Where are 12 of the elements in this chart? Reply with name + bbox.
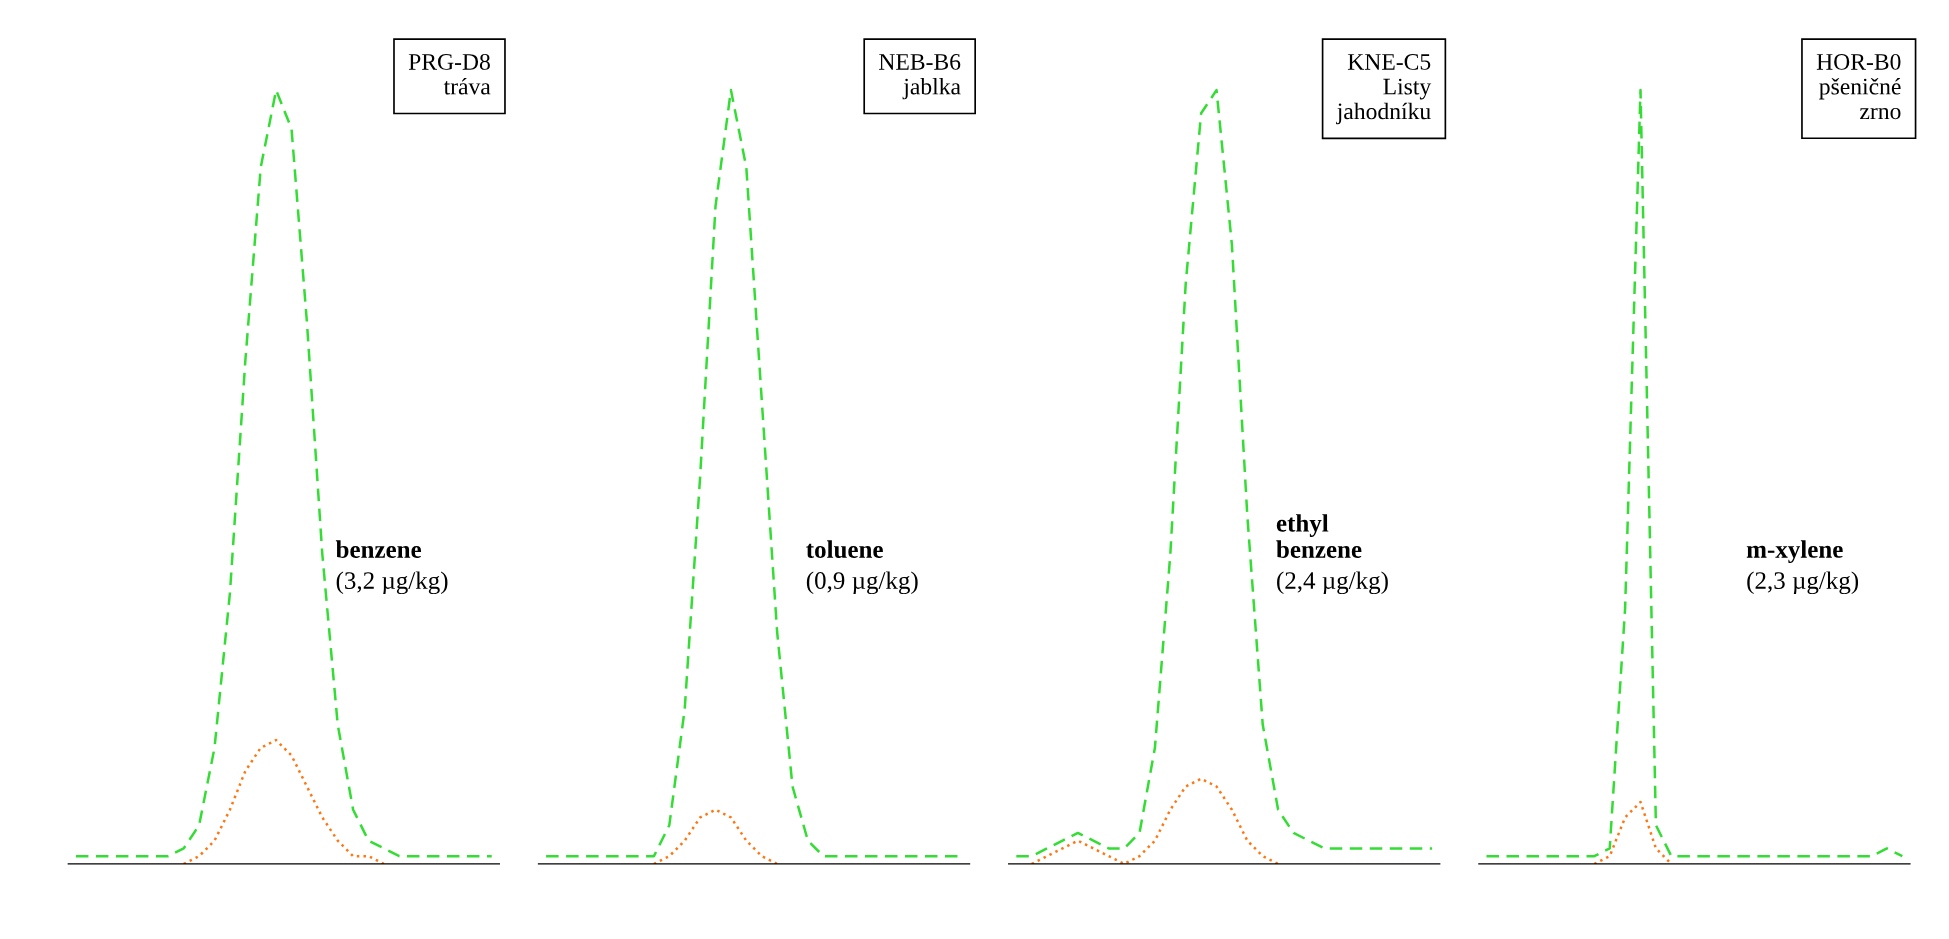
annotation: ethyl benzene — [1276, 514, 1362, 558]
annotation: NEB-B6 jablka — [879, 53, 961, 100]
annotation: HOR-B0 pšeničné zrno — [1816, 53, 1901, 120]
annotation: (2,4 µg/kg) — [1277, 571, 1388, 595]
annotation: KNE-C5 Listy jahodníku — [1336, 53, 1432, 125]
annotation: (3,2 µg/kg) — [336, 571, 448, 595]
annotation: toluene — [806, 540, 883, 558]
annotation: (0,9 µg/kg) — [806, 571, 918, 595]
annotation: m-xylene — [1746, 540, 1843, 564]
annotation: (2,3 µg/kg) — [1747, 571, 1859, 595]
annotation: PRG-D8 tráva — [408, 53, 491, 95]
annotation: benzene — [335, 540, 422, 558]
